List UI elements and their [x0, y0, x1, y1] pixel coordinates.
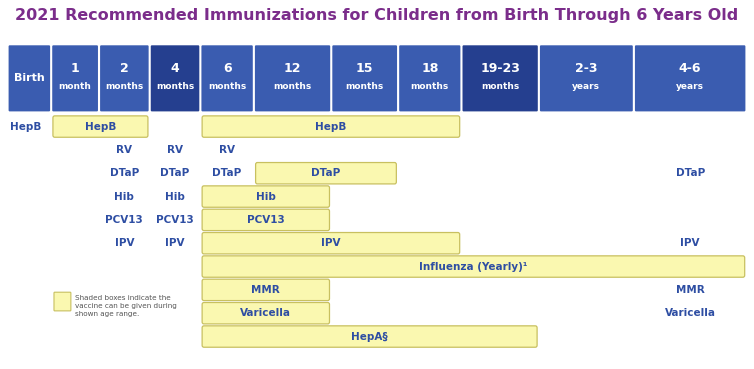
- Text: Hib: Hib: [256, 192, 276, 201]
- Text: HepB: HepB: [10, 121, 41, 132]
- Text: DTaP: DTaP: [213, 168, 242, 178]
- FancyBboxPatch shape: [202, 326, 537, 347]
- Text: 2021 Recommended Immunizations for Children from Birth Through 6 Years Old: 2021 Recommended Immunizations for Child…: [15, 8, 739, 23]
- Text: PCV13: PCV13: [208, 215, 246, 225]
- Text: PCV13: PCV13: [247, 215, 285, 225]
- Text: PCV13: PCV13: [106, 215, 143, 225]
- FancyBboxPatch shape: [202, 256, 745, 277]
- Text: IPV: IPV: [680, 238, 700, 248]
- Text: 18: 18: [421, 62, 439, 75]
- Text: 4: 4: [170, 62, 179, 75]
- FancyBboxPatch shape: [202, 279, 329, 301]
- FancyBboxPatch shape: [202, 209, 329, 231]
- FancyBboxPatch shape: [202, 232, 460, 254]
- Text: 2: 2: [120, 62, 129, 75]
- Text: months: months: [106, 82, 143, 91]
- FancyBboxPatch shape: [255, 45, 330, 111]
- FancyBboxPatch shape: [54, 292, 71, 311]
- Text: IPV: IPV: [115, 238, 134, 248]
- Text: 12: 12: [284, 62, 302, 75]
- FancyBboxPatch shape: [635, 45, 746, 111]
- Text: DTaP: DTaP: [110, 168, 139, 178]
- Text: months: months: [274, 82, 311, 91]
- FancyBboxPatch shape: [540, 45, 633, 111]
- Text: HepA§: HepA§: [351, 331, 388, 342]
- Text: 2-3: 2-3: [575, 62, 598, 75]
- Text: IPV: IPV: [165, 238, 185, 248]
- Text: Varicella: Varicella: [241, 308, 291, 318]
- FancyBboxPatch shape: [52, 45, 98, 111]
- Text: 6: 6: [222, 62, 231, 75]
- FancyBboxPatch shape: [256, 162, 397, 184]
- Text: DTaP: DTaP: [161, 168, 190, 178]
- FancyBboxPatch shape: [202, 303, 329, 324]
- Text: Influenza (Yearly)¹: Influenza (Yearly)¹: [419, 262, 528, 272]
- FancyBboxPatch shape: [100, 45, 149, 111]
- Text: Hib: Hib: [217, 192, 237, 201]
- Text: 19-23: 19-23: [480, 62, 520, 75]
- Text: 4-6: 4-6: [679, 62, 701, 75]
- Text: HepB: HepB: [84, 121, 116, 132]
- Text: DTaP: DTaP: [676, 168, 705, 178]
- Text: years: years: [676, 82, 704, 91]
- Text: MMR: MMR: [676, 285, 704, 295]
- Text: HepB: HepB: [315, 121, 347, 132]
- Text: months: months: [208, 82, 247, 91]
- Text: DTaP: DTaP: [311, 168, 341, 178]
- Text: RV: RV: [219, 145, 235, 155]
- Text: 15: 15: [356, 62, 373, 75]
- Text: IPV: IPV: [321, 238, 341, 248]
- FancyBboxPatch shape: [53, 116, 148, 137]
- FancyBboxPatch shape: [151, 45, 199, 111]
- Text: months: months: [156, 82, 194, 91]
- Text: PCV13: PCV13: [156, 215, 194, 225]
- Text: MMR: MMR: [251, 285, 280, 295]
- FancyBboxPatch shape: [399, 45, 461, 111]
- FancyBboxPatch shape: [8, 45, 50, 111]
- Text: months: months: [345, 82, 384, 91]
- FancyBboxPatch shape: [202, 116, 460, 137]
- Text: Shaded boxes indicate the
vaccine can be given during
shown age range.: Shaded boxes indicate the vaccine can be…: [75, 295, 177, 317]
- Text: RV: RV: [167, 145, 183, 155]
- Text: Hib: Hib: [115, 192, 134, 201]
- Text: Hib: Hib: [165, 192, 185, 201]
- FancyBboxPatch shape: [462, 45, 538, 111]
- Text: Varicella: Varicella: [665, 308, 716, 318]
- Text: months: months: [481, 82, 520, 91]
- Text: month: month: [59, 82, 91, 91]
- FancyBboxPatch shape: [201, 45, 253, 111]
- FancyBboxPatch shape: [333, 45, 397, 111]
- Text: months: months: [411, 82, 449, 91]
- FancyBboxPatch shape: [202, 186, 329, 207]
- Text: RV: RV: [116, 145, 133, 155]
- Text: 1: 1: [71, 62, 79, 75]
- Text: years: years: [572, 82, 600, 91]
- Text: Birth: Birth: [14, 73, 44, 83]
